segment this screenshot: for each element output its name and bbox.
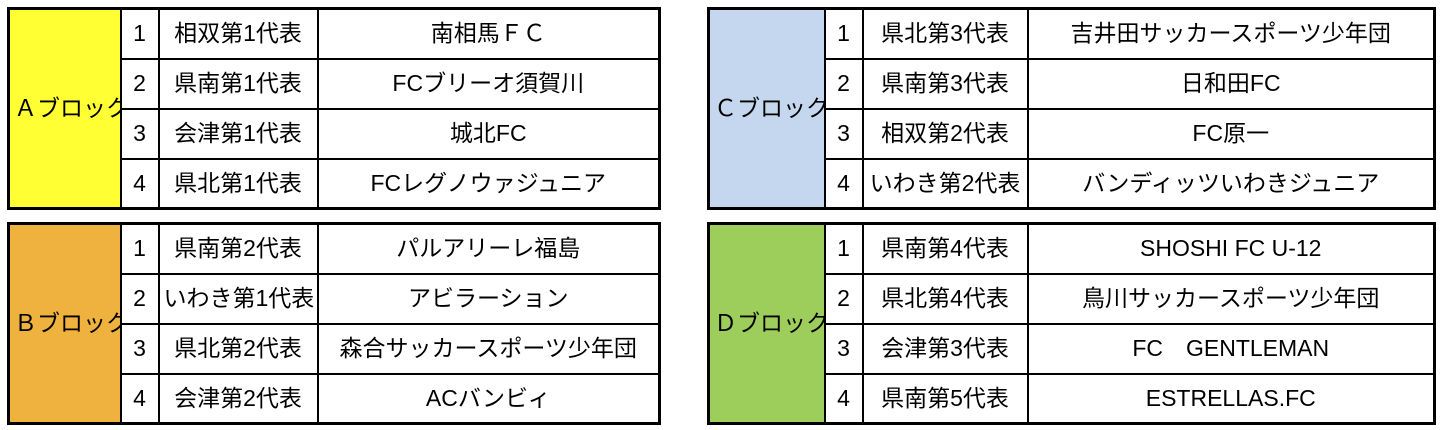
seed-number: 1 bbox=[119, 222, 160, 275]
qualifier-label: 相双第1代表 bbox=[157, 7, 319, 60]
qualifier-label: 県南第5代表 bbox=[861, 372, 1029, 425]
qualifier-label: 県北第3代表 bbox=[861, 7, 1029, 60]
team-name: 日和田FC bbox=[1026, 57, 1436, 110]
team-name: 城北FC bbox=[316, 107, 661, 160]
seed-number: 2 bbox=[823, 272, 864, 325]
seed-number: 2 bbox=[119, 57, 160, 110]
block-a-label: Ａブロック bbox=[7, 7, 122, 210]
seed-number: 3 bbox=[823, 107, 864, 160]
qualifier-label: 会津第1代表 bbox=[157, 107, 319, 160]
seed-number: 4 bbox=[823, 157, 864, 210]
seed-number: 4 bbox=[823, 372, 864, 425]
seed-number: 1 bbox=[823, 7, 864, 60]
seed-number: 4 bbox=[119, 372, 160, 425]
team-name: ESTRELLAS.FC bbox=[1026, 372, 1436, 425]
block-c-table: Ｃブロック 1 県北第3代表 吉井田サッカースポーツ少年団 2 県南第3代表 日… bbox=[707, 7, 1436, 210]
qualifier-label: 県北第1代表 bbox=[157, 157, 319, 210]
team-name: 鳥川サッカースポーツ少年団 bbox=[1026, 272, 1436, 325]
team-name: 吉井田サッカースポーツ少年団 bbox=[1026, 7, 1436, 60]
qualifier-label: 県南第1代表 bbox=[157, 57, 319, 110]
seed-number: 2 bbox=[119, 272, 160, 325]
team-name: ACバンビィ bbox=[316, 372, 661, 425]
seed-number: 3 bbox=[119, 107, 160, 160]
seed-number: 3 bbox=[119, 322, 160, 375]
team-name: FCレグノウァジュニア bbox=[316, 157, 661, 210]
block-d-label: Ｄブロック bbox=[707, 222, 826, 425]
qualifier-label: いわき第1代表 bbox=[157, 272, 319, 325]
team-name: SHOSHI FC U-12 bbox=[1026, 222, 1436, 275]
seed-number: 1 bbox=[823, 222, 864, 275]
qualifier-label: いわき第2代表 bbox=[861, 157, 1029, 210]
qualifier-label: 相双第2代表 bbox=[861, 107, 1029, 160]
seed-number: 4 bbox=[119, 157, 160, 210]
team-name: パルアリーレ福島 bbox=[316, 222, 661, 275]
seed-number: 2 bbox=[823, 57, 864, 110]
team-name: アビラーション bbox=[316, 272, 661, 325]
qualifier-label: 会津第2代表 bbox=[157, 372, 319, 425]
block-b-label: Ｂブロック bbox=[7, 222, 122, 425]
block-a-table: Ａブロック 1 相双第1代表 南相馬ＦＣ 2 県南第1代表 FCブリーオ須賀川 … bbox=[7, 7, 661, 210]
block-b-table: Ｂブロック 1 県南第2代表 パルアリーレ福島 2 いわき第1代表 アビラーショ… bbox=[7, 222, 661, 425]
seed-number: 1 bbox=[119, 7, 160, 60]
team-name: 南相馬ＦＣ bbox=[316, 7, 661, 60]
team-name: FCブリーオ須賀川 bbox=[316, 57, 661, 110]
qualifier-label: 県南第4代表 bbox=[861, 222, 1029, 275]
team-name: バンディッツいわきジュニア bbox=[1026, 157, 1436, 210]
seed-number: 3 bbox=[823, 322, 864, 375]
block-d-table: Ｄブロック 1 県南第4代表 SHOSHI FC U-12 2 県北第4代表 鳥… bbox=[707, 222, 1436, 425]
block-c-label: Ｃブロック bbox=[707, 7, 826, 210]
team-name: 森合サッカースポーツ少年団 bbox=[316, 322, 661, 375]
qualifier-label: 県南第2代表 bbox=[157, 222, 319, 275]
team-name: FC原一 bbox=[1026, 107, 1436, 160]
qualifier-label: 県南第3代表 bbox=[861, 57, 1029, 110]
team-name: FC GENTLEMAN bbox=[1026, 322, 1436, 375]
qualifier-label: 会津第3代表 bbox=[861, 322, 1029, 375]
qualifier-label: 県北第4代表 bbox=[861, 272, 1029, 325]
qualifier-label: 県北第2代表 bbox=[157, 322, 319, 375]
